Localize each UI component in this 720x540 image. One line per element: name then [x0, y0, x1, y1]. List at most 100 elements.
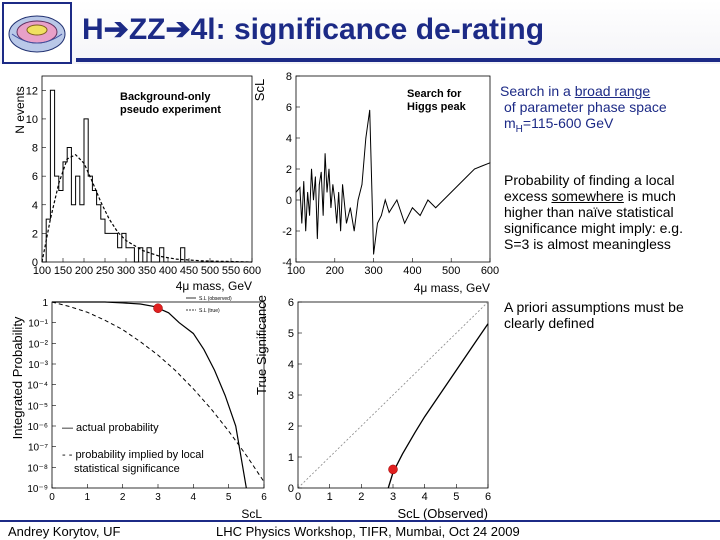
- y-tick-label: 4: [286, 133, 292, 145]
- probability-ylabel: Integrated Probability: [10, 316, 25, 439]
- x-tick-label: 2: [120, 492, 126, 503]
- scl-point: [309, 215, 310, 216]
- y-tick-label: 10⁻¹: [28, 319, 48, 330]
- implied-probability-line: [51, 301, 265, 483]
- scl-point: [474, 168, 475, 170]
- y-tick-label: 2: [32, 228, 38, 240]
- bullet-underline: somewhere: [551, 188, 624, 204]
- y-tick-label: 0: [288, 483, 294, 495]
- footer-event: LHC Physics Workshop, TIFR, Mumbai, Oct …: [216, 524, 520, 539]
- histogram-annotation: Background-only pseudo experiment: [120, 91, 221, 116]
- scl-point: [303, 181, 305, 182]
- scl-point: [324, 153, 326, 154]
- scl-mass-y-ticks: -4 -2 0 2 4 6 8: [282, 71, 300, 269]
- scl-point: [307, 191, 309, 193]
- title-rule: [76, 58, 720, 62]
- bullet-text: of parameter phase space: [504, 99, 667, 115]
- scl-point: [332, 184, 334, 185]
- actual-probability-line: [52, 301, 247, 489]
- y-tick-label: 10: [26, 114, 38, 126]
- x-tick-label: 300: [364, 265, 382, 277]
- slide-title: H➔ZZ➔4l: significance de-rating: [82, 12, 544, 47]
- scl-point: [342, 184, 343, 185]
- probability-y-ticks: 10⁻⁹ 10⁻⁸ 10⁻⁷ 10⁻⁶ 10⁻⁵ 10⁻⁴ 10⁻³ 10⁻² 10⁻¹ 1: [27, 298, 56, 495]
- histogram-fit-curve: [41, 153, 253, 263]
- diagonal-line: [297, 301, 489, 489]
- y-tick-label: 5: [288, 328, 294, 340]
- scl-point: [384, 199, 386, 201]
- x-tick-label: 3: [390, 491, 396, 503]
- true-significance-x-ticks: 0 1 2 3 4 5 6: [295, 484, 491, 503]
- scl-point: [340, 230, 342, 232]
- bullet-text-mass: mH=115-600 GeV: [504, 115, 614, 135]
- probability-xlabel: ScL: [241, 507, 262, 521]
- scl-point: [313, 199, 314, 201]
- scl-point: [330, 207, 332, 209]
- y-tick-label: 6: [286, 102, 292, 114]
- x-tick-label: 350: [138, 265, 156, 277]
- scl-point: [458, 184, 460, 185]
- scl-point: [419, 215, 421, 216]
- histogram-y-ticks: 0 2 4 6 8 10 12: [26, 85, 46, 269]
- bullet-text: e.g. S=3 is almost meaningless: [504, 220, 683, 252]
- histogram-ylabel: N events: [13, 86, 27, 133]
- x-tick-label: 400: [403, 265, 421, 277]
- bullet-text: Search in a: [500, 83, 575, 99]
- x-tick-label: 2: [358, 491, 364, 503]
- legend-true: S.L (true): [199, 308, 220, 314]
- scl-point: [326, 191, 328, 193]
- scl-point: [412, 207, 413, 209]
- scl-point: [338, 191, 340, 193]
- x-tick-label: 0: [295, 491, 301, 503]
- footer-rule: [0, 520, 720, 522]
- true-significance-line: [387, 323, 489, 489]
- bullet-text: A priori assumptions must be clearly def…: [504, 299, 684, 331]
- title-4l: 4l: [190, 13, 216, 46]
- y-tick-label: 10⁻⁶: [27, 422, 48, 433]
- scl-point: [328, 168, 330, 170]
- x-tick-label: 250: [96, 265, 114, 277]
- outer-legend-implied-line-1: - - probability implied by local: [62, 449, 204, 461]
- scl-point: [443, 199, 444, 201]
- x-tick-label: 6: [261, 492, 267, 503]
- scl-mass-xlabel: 4μ mass, GeV: [414, 281, 490, 295]
- bullet-text: is much higher than naïve statistical si…: [504, 188, 676, 236]
- scl-point: [373, 253, 374, 255]
- scl-mass-annotation: Search for Higgs peak: [407, 88, 467, 113]
- scl-point: [361, 184, 363, 185]
- arrow-right-icon: ➔: [103, 13, 129, 46]
- x-tick-label: 4: [422, 491, 428, 503]
- probability-marker: [153, 303, 163, 313]
- true-significance-marker: [388, 464, 398, 475]
- scl-mass-x-ticks: 100 200 300 400 500 600: [287, 258, 499, 277]
- scl-point: [320, 171, 322, 173]
- y-tick-label: 10⁻²: [28, 339, 48, 350]
- x-tick-label: 450: [180, 265, 198, 277]
- title-rest: : significance de-rating: [215, 13, 545, 46]
- true-significance-ylabel: True Significance: [254, 295, 269, 395]
- bullet-probability: Probability of finding a local excess so…: [504, 172, 708, 252]
- y-tick-label: 4: [288, 359, 294, 371]
- x-tick-label: 100: [287, 265, 305, 277]
- annotation-line-1: Background-only: [120, 91, 211, 103]
- outer-legend-implied: - - probability implied by local statist…: [62, 449, 207, 475]
- scl-point: [334, 199, 336, 201]
- y-tick-label: 4: [32, 200, 38, 212]
- y-tick-label: 10⁻³: [28, 360, 48, 371]
- probability-frame: [51, 301, 265, 489]
- scl-point: [489, 162, 491, 164]
- y-tick-label: 10⁻⁵: [27, 401, 48, 412]
- scl-point: [404, 222, 406, 224]
- inner-legend: S.L (observed) S.L (true): [186, 296, 232, 314]
- scl-point: [322, 215, 324, 216]
- y-tick-label: 1: [288, 452, 294, 464]
- scl-point: [388, 212, 390, 213]
- histogram-step: [42, 89, 252, 263]
- x-tick-label: 4: [191, 492, 197, 503]
- x-tick-label: 500: [442, 265, 460, 277]
- slide-header: [0, 0, 720, 64]
- integrated-probability-chart: 0 1 2 3 4 5 6 10⁻⁹ 10⁻⁸ 10⁻⁷ 10⁻⁶ 10⁻⁵ 10⁻⁴ 10⁻³ 10⁻²…: [10, 296, 267, 521]
- x-tick-label: 200: [75, 265, 93, 277]
- scl-point: [305, 230, 307, 232]
- scl-point: [299, 187, 301, 189]
